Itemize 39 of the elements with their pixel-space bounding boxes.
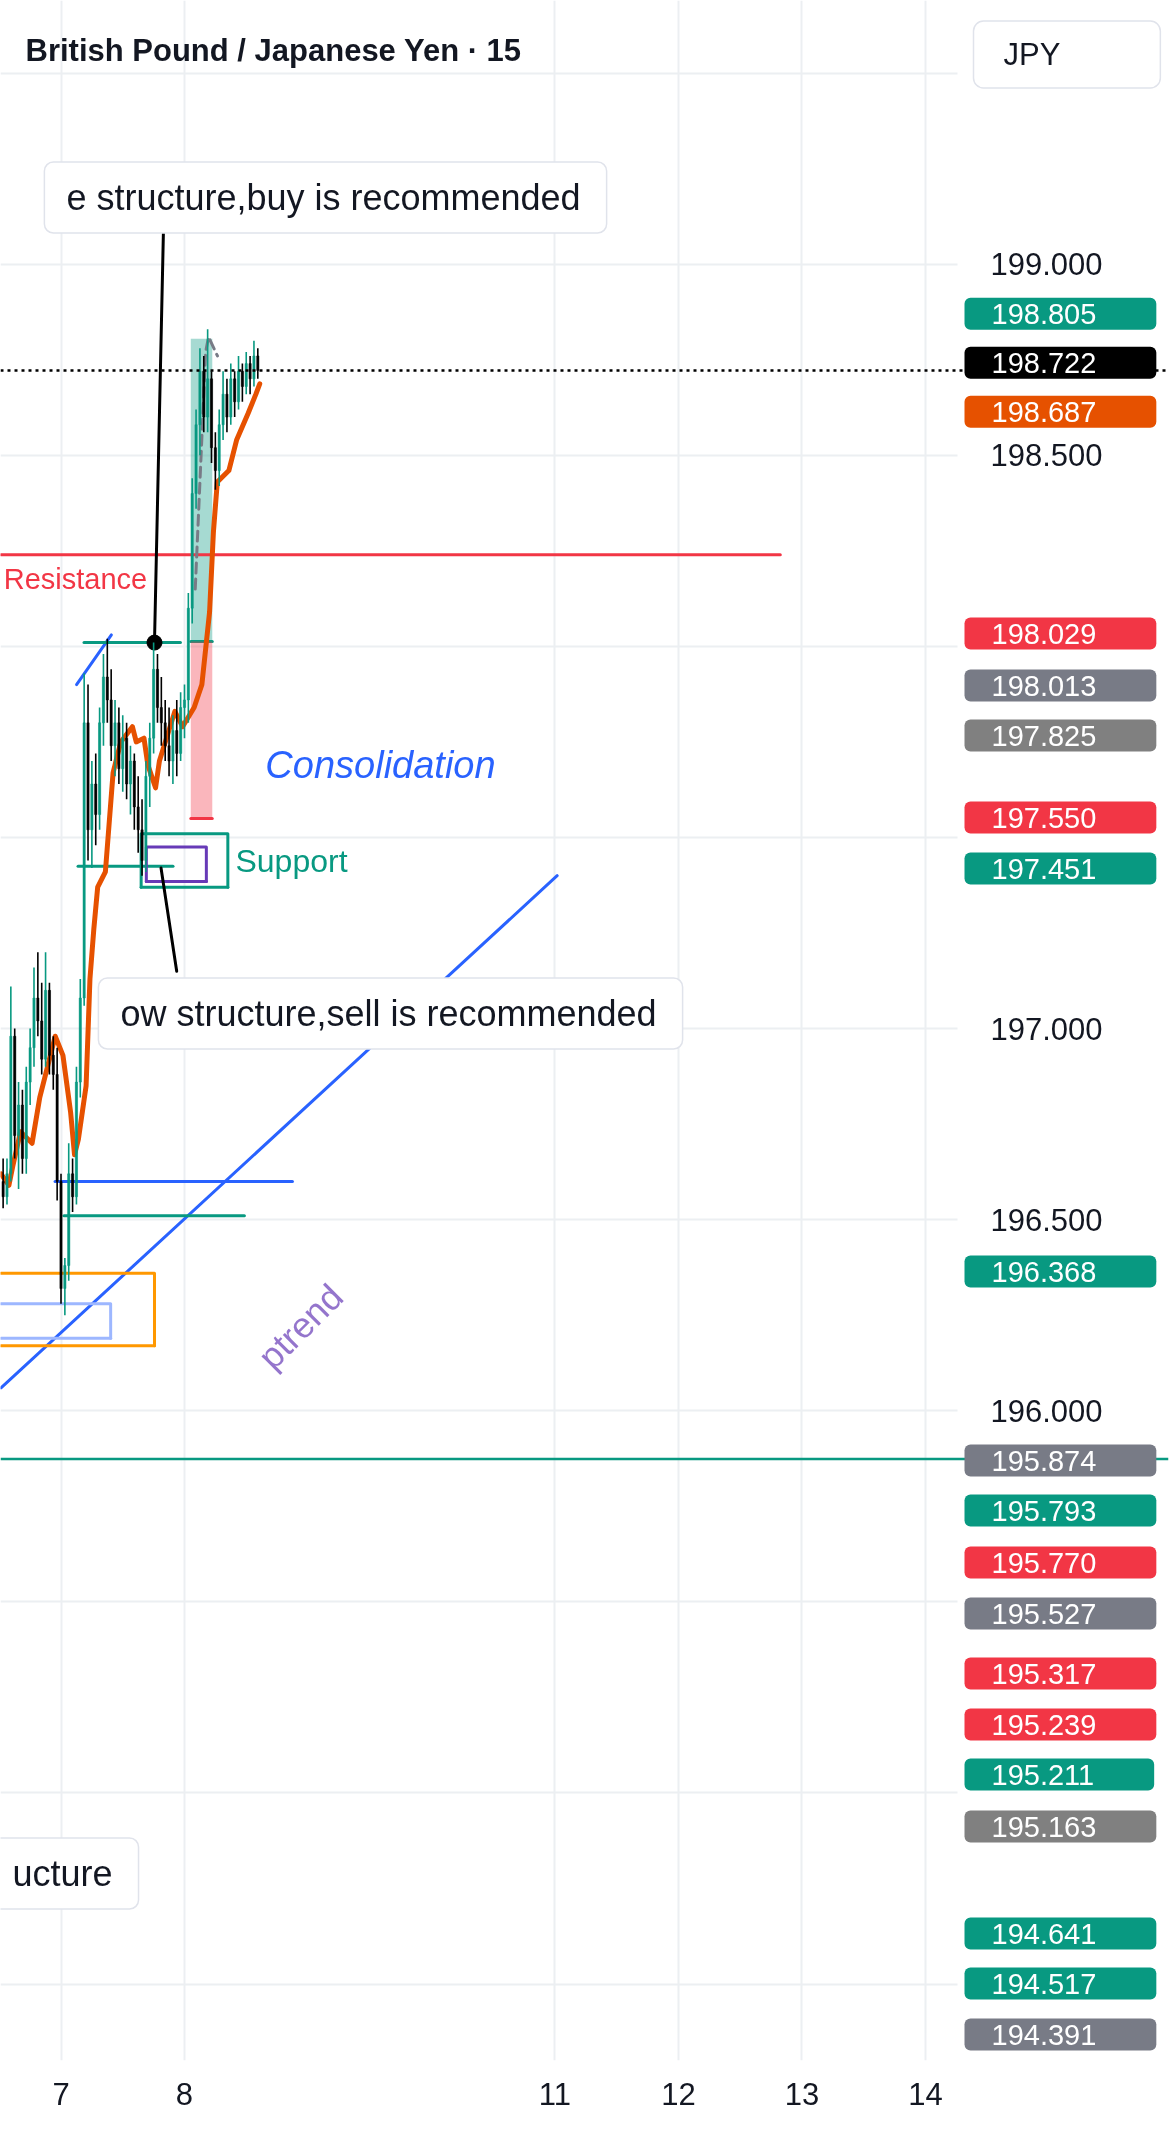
text: 195.317 [991, 1657, 1097, 1690]
y-tick-label: 199.000 [990, 247, 1103, 283]
text: 197.451 [991, 852, 1097, 885]
x-tick-label: 8 [175, 2076, 194, 2112]
text: 195.527 [991, 1597, 1097, 1630]
text: 198.029 [991, 617, 1097, 650]
text: 195.793 [991, 1494, 1097, 1527]
text: 194.641 [991, 1917, 1097, 1950]
text: 197.825 [991, 719, 1097, 752]
text: 195.211 [991, 1758, 1095, 1791]
text: 195.770 [991, 1546, 1097, 1579]
x-tick-label: 13 [784, 2076, 820, 2112]
y-tick-label: 196.000 [990, 1393, 1103, 1429]
y-tick-label: 198.500 [990, 438, 1103, 474]
y-tick-label: 196.500 [990, 1202, 1103, 1238]
annotation: Support [235, 842, 348, 879]
x-tick-label: 14 [908, 2076, 943, 2112]
x-tick-label: 7 [52, 2076, 70, 2112]
text: 194.391 [991, 2018, 1097, 2051]
x-tick-label: 12 [661, 2076, 696, 2112]
ref-line-label: 198.722 [991, 346, 1097, 379]
annotation: e structure,buy is recommended [66, 177, 581, 218]
y-tick-label: 197.000 [990, 1011, 1103, 1047]
text: 196.368 [991, 1255, 1097, 1288]
text: 195.874 [991, 1444, 1097, 1477]
text: 194.517 [991, 1967, 1097, 2000]
text: 198.805 [991, 297, 1097, 330]
x-tick-label: 11 [538, 2076, 572, 2112]
annotation: ucture [12, 1853, 113, 1894]
annotation: Consolidation [265, 743, 496, 786]
text: British Pound / Japanese Yen · 15 [25, 33, 522, 68]
text: 198.687 [991, 395, 1097, 428]
text: 198.013 [991, 669, 1097, 702]
text: JPY [1003, 37, 1061, 72]
text: 197.550 [991, 801, 1097, 834]
text: 195.163 [991, 1810, 1097, 1843]
annotation: Resistance [3, 562, 148, 595]
text: 195.239 [991, 1708, 1097, 1741]
annotation: ow structure,sell is recommended [120, 993, 657, 1034]
